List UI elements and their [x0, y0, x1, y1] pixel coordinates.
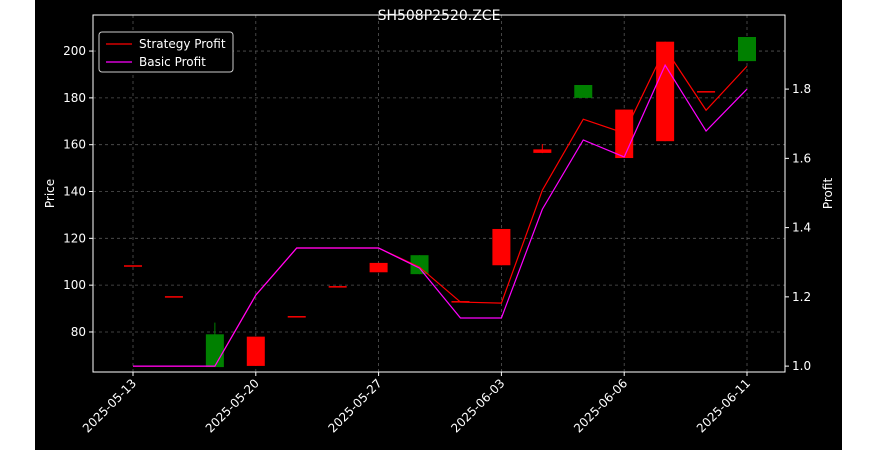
candle-body	[738, 37, 756, 62]
y-tick-label: 200	[63, 44, 86, 58]
legend-box	[98, 31, 234, 73]
y2-tick-label: 1.8	[792, 82, 811, 96]
y-tick-label: 100	[63, 278, 86, 292]
y2-tick-label: 1.0	[792, 359, 811, 373]
candle-body	[246, 336, 265, 366]
y2-tick-label: 1.6	[792, 151, 811, 165]
y2-tick-label: 1.4	[792, 221, 811, 235]
y-axis-label: Price	[43, 179, 57, 208]
candle-body	[533, 149, 552, 153]
y-tick-label: 120	[63, 231, 86, 245]
legend-label: Strategy Profit	[139, 37, 226, 51]
plot-frame	[92, 14, 786, 373]
candle-body	[164, 296, 183, 298]
chart-title: SH508P2520.ZCE	[378, 8, 501, 24]
candle-body	[205, 334, 224, 368]
candle-body	[124, 265, 142, 267]
candle-body	[369, 262, 388, 273]
candle-body	[492, 228, 511, 266]
y-tick-label: 140	[63, 185, 86, 199]
candle-body	[287, 316, 306, 318]
profit-line	[133, 63, 748, 367]
candle-body	[328, 286, 347, 288]
candle-body	[656, 41, 675, 142]
legend-label: Basic Profit	[139, 55, 206, 69]
y-tick-label: 160	[63, 138, 86, 152]
candle-body	[615, 109, 634, 159]
y2-tick-label: 1.2	[792, 290, 811, 304]
background	[35, 0, 842, 450]
y-tick-label: 180	[63, 91, 86, 105]
candle-body	[410, 255, 429, 275]
candle-body	[574, 84, 593, 98]
y-tick-label: 80	[71, 325, 86, 339]
y2-axis-label: Profit	[821, 178, 835, 210]
candle-body	[697, 91, 716, 93]
